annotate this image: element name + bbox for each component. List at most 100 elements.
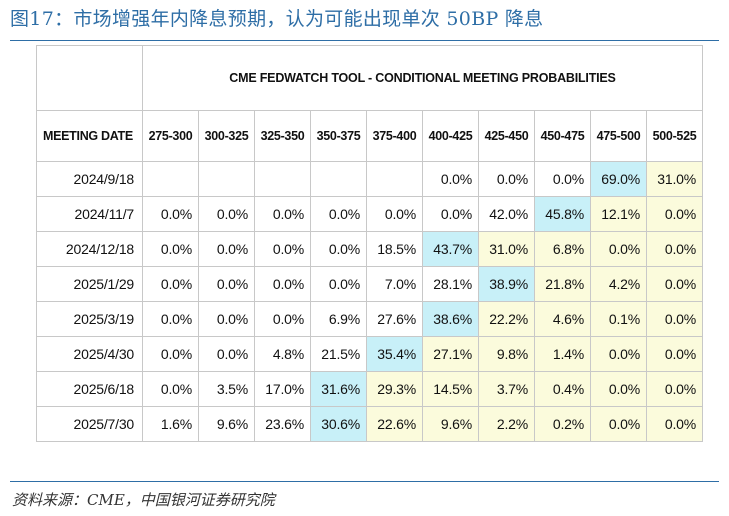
probability-cell: 0.0% [646,406,703,442]
probability-cell: 0.0% [142,371,199,407]
row-header-label: MEETING DATE [36,110,143,162]
table-row: 2025/4/30 0.0% 0.0% 4.8% 21.5% 35.4% 27.1% 9.8%… [36,336,703,372]
meeting-date-cell: 2024/12/18 [36,231,143,267]
probability-cell: 0.2% [534,406,591,442]
probability-cell: 0.0% [590,336,647,372]
probability-cell: 0.0% [422,161,479,197]
probability-cell [366,161,423,197]
probability-cell [310,161,367,197]
probability-cell: 0.0% [198,196,255,232]
meeting-date-cell: 2025/6/18 [36,371,143,407]
probability-cell: 0.0% [646,336,703,372]
probability-cell: 35.4% [366,336,423,372]
probability-cell: 27.1% [422,336,479,372]
probability-cell: 29.3% [366,371,423,407]
table-title: CME FEDWATCH TOOL - CONDITIONAL MEETING … [142,45,703,111]
probability-cell: 0.0% [254,266,311,302]
probability-cell: 17.0% [254,371,311,407]
probability-cell: 0.0% [198,266,255,302]
probability-cell: 1.4% [534,336,591,372]
probability-cell: 9.8% [478,336,535,372]
table-row: 2025/7/30 1.6% 9.6% 23.6% 30.6% 22.6% 9.6% 2.2%… [36,406,703,442]
probability-cell: 0.0% [254,301,311,337]
meeting-date-cell: 2025/1/29 [36,266,143,302]
probability-cell: 23.6% [254,406,311,442]
super-header-row: CME FEDWATCH TOOL - CONDITIONAL MEETING … [36,45,703,111]
column-header: 325-350 [254,110,311,162]
probability-cell: 0.0% [478,161,535,197]
table-row: 2024/12/18 0.0% 0.0% 0.0% 0.0% 18.5% 43.7% 31.0… [36,231,703,267]
probability-cell: 0.0% [254,231,311,267]
probability-cell: 0.0% [646,231,703,267]
probability-cell: 30.6% [310,406,367,442]
column-header: 375-400 [366,110,423,162]
probability-table-container: CME FEDWATCH TOOL - CONDITIONAL MEETING … [36,45,703,442]
probability-cell: 1.6% [142,406,199,442]
probability-cell: 31.0% [646,161,703,197]
probability-cell: 3.7% [478,371,535,407]
probability-cell: 0.0% [198,301,255,337]
probability-cell: 14.5% [422,371,479,407]
probability-cell: 0.1% [590,301,647,337]
probability-cell: 7.0% [366,266,423,302]
probability-cell: 0.0% [198,336,255,372]
table-body: 2024/9/18 0.0% 0.0% 0.0% 69.0% 31.0% 2024/11/7… [36,161,703,442]
probability-cell: 69.0% [590,161,647,197]
column-header: 400-425 [422,110,479,162]
probability-cell [142,161,199,197]
column-header: 500-525 [646,110,703,162]
column-header: 275-300 [142,110,199,162]
meeting-date-cell: 2025/3/19 [36,301,143,337]
probability-cell: 2.2% [478,406,535,442]
probability-cell: 4.2% [590,266,647,302]
probability-cell: 21.5% [310,336,367,372]
column-header: 450-475 [534,110,591,162]
probability-cell: 0.0% [534,161,591,197]
probability-cell: 0.0% [646,196,703,232]
probability-cell: 3.5% [198,371,255,407]
probability-cell: 0.0% [646,266,703,302]
probability-cell: 45.8% [534,196,591,232]
probability-cell: 0.0% [310,231,367,267]
probability-cell: 43.7% [422,231,479,267]
table-row: 2025/6/18 0.0% 3.5% 17.0% 31.6% 29.3% 14.5% 3.7… [36,371,703,407]
title-rule [10,40,719,41]
probability-cell: 31.6% [310,371,367,407]
probability-cell: 9.6% [198,406,255,442]
probability-cell: 0.4% [534,371,591,407]
meeting-date-cell: 2025/4/30 [36,336,143,372]
probability-cell [198,161,255,197]
column-header-row: MEETING DATE 275-300 300-325 325-350 350-37… [36,110,703,162]
source-rule [10,481,719,482]
table-row: 2025/1/29 0.0% 0.0% 0.0% 0.0% 7.0% 28.1% 38.9% 2… [36,266,703,302]
column-header: 425-450 [478,110,535,162]
source-note: 资料来源：CME，中国银河证券研究院 [12,491,275,509]
probability-cell: 0.0% [646,371,703,407]
probability-cell: 0.0% [142,336,199,372]
probability-cell: 21.8% [534,266,591,302]
column-header: 300-325 [198,110,255,162]
probability-cell: 0.0% [590,231,647,267]
probability-cell: 22.2% [478,301,535,337]
corner-cell [36,45,143,111]
probability-cell: 0.0% [310,196,367,232]
probability-cell [254,161,311,197]
probability-cell: 4.6% [534,301,591,337]
meeting-date-cell: 2024/9/18 [36,161,143,197]
probability-cell: 42.0% [478,196,535,232]
probability-table: CME FEDWATCH TOOL - CONDITIONAL MEETING … [36,45,703,442]
probability-cell: 6.9% [310,301,367,337]
probability-cell: 12.1% [590,196,647,232]
probability-cell: 0.0% [422,196,479,232]
probability-cell: 0.0% [142,301,199,337]
probability-cell: 9.6% [422,406,479,442]
probability-cell: 28.1% [422,266,479,302]
probability-cell: 0.0% [254,196,311,232]
column-header: 475-500 [590,110,647,162]
probability-cell: 0.0% [142,231,199,267]
table-row: 2025/3/19 0.0% 0.0% 0.0% 6.9% 27.6% 38.6% 22.2%… [36,301,703,337]
probability-cell: 18.5% [366,231,423,267]
probability-cell: 38.9% [478,266,535,302]
probability-cell: 0.0% [142,266,199,302]
meeting-date-cell: 2024/11/7 [36,196,143,232]
